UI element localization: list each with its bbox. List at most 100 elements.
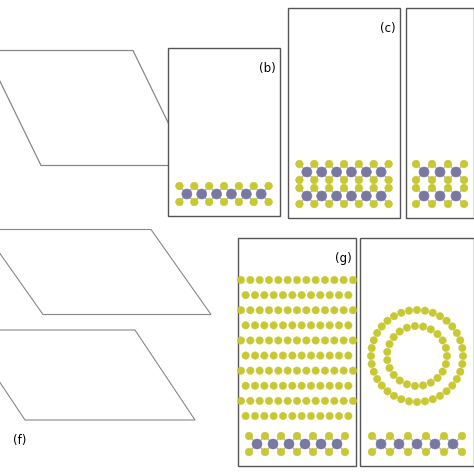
Circle shape <box>349 337 357 344</box>
Circle shape <box>268 439 278 449</box>
Circle shape <box>289 382 296 390</box>
Circle shape <box>289 292 296 299</box>
Circle shape <box>279 382 287 390</box>
Circle shape <box>458 360 466 368</box>
Circle shape <box>370 160 377 168</box>
Text: (c): (c) <box>380 22 396 35</box>
Circle shape <box>241 189 251 199</box>
Circle shape <box>261 292 268 299</box>
Circle shape <box>237 276 245 284</box>
Circle shape <box>340 367 347 374</box>
Circle shape <box>317 352 324 359</box>
Circle shape <box>440 432 448 440</box>
Circle shape <box>326 321 334 329</box>
Circle shape <box>321 306 329 314</box>
Circle shape <box>251 352 259 359</box>
Circle shape <box>368 448 376 456</box>
Text: (g): (g) <box>335 252 352 265</box>
Circle shape <box>459 352 467 360</box>
Circle shape <box>246 306 254 314</box>
Circle shape <box>458 432 466 440</box>
Circle shape <box>345 321 352 329</box>
Circle shape <box>430 439 440 449</box>
Circle shape <box>385 176 392 184</box>
Circle shape <box>265 198 273 206</box>
Circle shape <box>330 337 338 344</box>
Circle shape <box>386 448 394 456</box>
Circle shape <box>412 439 422 449</box>
Circle shape <box>317 382 324 390</box>
Circle shape <box>383 317 391 325</box>
Circle shape <box>349 367 357 374</box>
Circle shape <box>451 191 461 201</box>
Circle shape <box>237 306 245 314</box>
Circle shape <box>256 397 264 405</box>
Circle shape <box>325 448 333 456</box>
Circle shape <box>235 182 243 190</box>
Circle shape <box>367 352 375 360</box>
Circle shape <box>293 397 301 405</box>
Circle shape <box>335 352 343 359</box>
Circle shape <box>277 432 285 440</box>
Circle shape <box>335 412 343 420</box>
Circle shape <box>302 397 310 405</box>
Circle shape <box>256 367 264 374</box>
Circle shape <box>376 191 386 201</box>
Bar <box>406 8 474 218</box>
Circle shape <box>442 344 450 352</box>
Circle shape <box>390 333 398 341</box>
Circle shape <box>340 337 347 344</box>
Circle shape <box>361 167 371 177</box>
Circle shape <box>429 309 437 317</box>
Circle shape <box>443 317 450 325</box>
Circle shape <box>205 198 213 206</box>
Circle shape <box>302 167 312 177</box>
Circle shape <box>335 321 343 329</box>
Circle shape <box>460 160 468 168</box>
Circle shape <box>298 352 305 359</box>
Circle shape <box>453 375 461 383</box>
Circle shape <box>436 392 444 400</box>
Circle shape <box>335 382 343 390</box>
Circle shape <box>265 182 273 190</box>
Circle shape <box>307 321 315 329</box>
Circle shape <box>317 292 324 299</box>
Circle shape <box>385 160 392 168</box>
Circle shape <box>227 189 237 199</box>
Circle shape <box>252 439 262 449</box>
Circle shape <box>412 176 420 184</box>
Circle shape <box>279 292 287 299</box>
Circle shape <box>456 337 464 344</box>
Circle shape <box>460 176 468 184</box>
Circle shape <box>298 321 305 329</box>
Circle shape <box>321 337 329 344</box>
Circle shape <box>289 321 296 329</box>
Circle shape <box>261 432 269 440</box>
Circle shape <box>383 387 391 395</box>
Circle shape <box>326 412 334 420</box>
Circle shape <box>412 184 420 192</box>
Circle shape <box>284 337 292 344</box>
Polygon shape <box>0 229 211 315</box>
Circle shape <box>340 276 347 284</box>
Circle shape <box>242 321 249 329</box>
Circle shape <box>182 189 192 199</box>
Circle shape <box>422 432 430 440</box>
Circle shape <box>398 395 405 403</box>
Circle shape <box>300 439 310 449</box>
Circle shape <box>284 397 292 405</box>
Circle shape <box>191 182 198 190</box>
Circle shape <box>321 367 329 374</box>
Circle shape <box>396 328 403 335</box>
Polygon shape <box>0 51 189 165</box>
Circle shape <box>176 198 183 206</box>
Circle shape <box>261 448 269 456</box>
Circle shape <box>412 160 420 168</box>
Circle shape <box>256 189 266 199</box>
Circle shape <box>296 184 303 192</box>
Circle shape <box>428 176 436 184</box>
Circle shape <box>355 176 363 184</box>
Circle shape <box>321 276 329 284</box>
Circle shape <box>302 191 312 201</box>
Circle shape <box>340 160 348 168</box>
